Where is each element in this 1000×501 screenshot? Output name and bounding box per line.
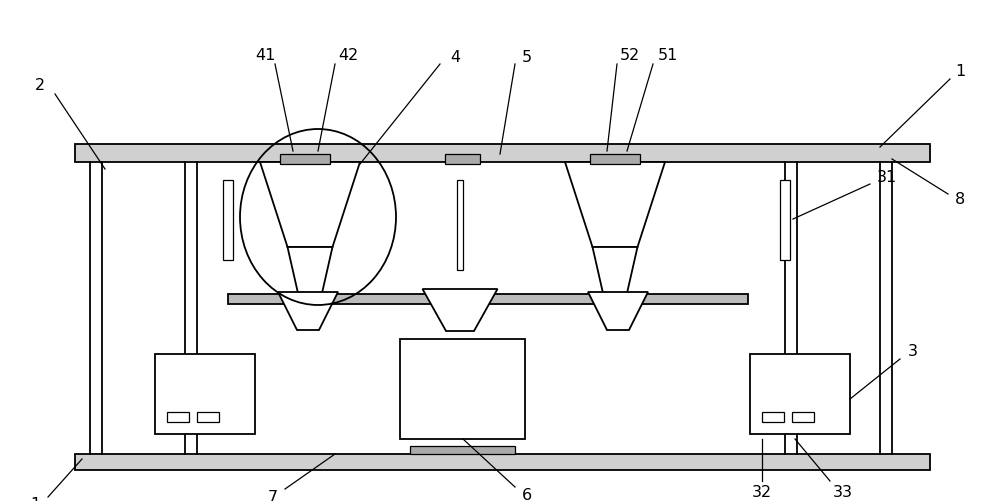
Bar: [410, 446, 515, 454]
Bar: [590, 155, 640, 165]
Text: 1: 1: [30, 496, 40, 501]
Bar: [750, 354, 850, 434]
Bar: [457, 181, 463, 271]
Text: 2: 2: [35, 77, 45, 92]
Bar: [792, 412, 814, 422]
Bar: [197, 412, 219, 422]
Bar: [75, 454, 930, 470]
Bar: [280, 155, 330, 165]
Bar: [228, 295, 748, 305]
Polygon shape: [592, 247, 638, 303]
Bar: [223, 181, 233, 261]
Text: 41: 41: [255, 48, 275, 63]
Text: 3: 3: [908, 344, 918, 359]
Bar: [75, 145, 930, 163]
Polygon shape: [278, 293, 338, 330]
Text: 4: 4: [450, 50, 460, 64]
Polygon shape: [565, 163, 665, 247]
Text: 52: 52: [620, 48, 640, 63]
Text: 1: 1: [955, 64, 965, 79]
Text: 33: 33: [833, 484, 853, 499]
Text: 51: 51: [658, 48, 678, 63]
Text: 32: 32: [752, 484, 772, 499]
Bar: [155, 354, 255, 434]
Polygon shape: [422, 290, 498, 331]
Bar: [445, 155, 480, 165]
Polygon shape: [288, 247, 333, 303]
Polygon shape: [260, 163, 360, 247]
Text: 31: 31: [877, 170, 897, 185]
Text: 7: 7: [268, 489, 278, 501]
Text: 8: 8: [955, 192, 965, 207]
Bar: [400, 339, 525, 439]
Text: 6: 6: [522, 487, 532, 501]
Bar: [762, 412, 784, 422]
Text: 5: 5: [522, 50, 532, 64]
Text: 42: 42: [338, 48, 358, 63]
Bar: [780, 181, 790, 261]
Bar: [167, 412, 189, 422]
Polygon shape: [588, 293, 648, 330]
